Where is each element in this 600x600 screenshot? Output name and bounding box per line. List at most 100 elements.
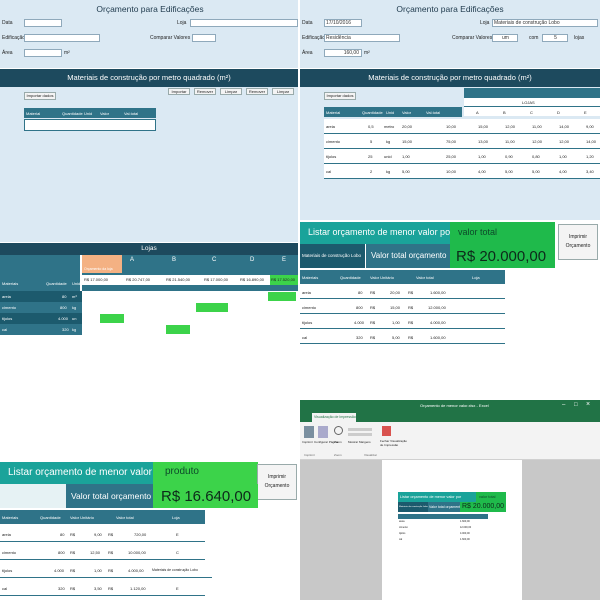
col-valtotal: Val.total <box>124 111 139 116</box>
row-qty: 4.000 <box>354 320 365 325</box>
row-unit: metro <box>384 124 395 129</box>
comparar-input[interactable] <box>192 34 216 42</box>
table-row[interactable]: areia 80 R$ 9,00 R$ 720,00 E <box>0 524 205 542</box>
row-total-value: 10.000,00 <box>128 550 146 555</box>
table-row[interactable]: cimento 800 R$ 12,50 R$ 10.000,00 C <box>0 542 205 560</box>
importar-dados-button[interactable]: Importar dados <box>24 92 56 100</box>
table-row[interactable]: tijolos 4.000 un <box>0 313 298 324</box>
row-values <box>82 324 298 335</box>
row-qty: 800 <box>58 550 65 555</box>
preview-page: Listar orçamento de menor valor por valo… <box>382 460 522 600</box>
table-row[interactable]: tijolos 4.000 R$ 1,00 R$ 4.000,00 <box>300 314 505 329</box>
loja-label: Loja <box>480 20 490 26</box>
table-row[interactable]: areia 80 R$ 20,00 R$ 1.600,00 <box>300 284 505 299</box>
cheapest-cell <box>166 325 190 334</box>
table-row[interactable]: areia 0,5 metro 20,00 10,00 15,00 12,00 … <box>324 119 600 134</box>
table-row[interactable]: cal 320 kg <box>0 324 298 335</box>
row-material: cal <box>326 169 332 174</box>
lojas-table-left-header: Materiais Quantidade Unid <box>0 255 80 291</box>
importar-dados-button[interactable]: Importar dados <box>324 92 356 100</box>
total-value: R$ 16.640,00 <box>161 488 252 505</box>
table-row[interactable]: cal 2 kg 5,00 10,00 4,00 5,00 5,00 4,00 … <box>324 164 600 179</box>
col-material: Material <box>326 110 341 115</box>
next-page-link[interactable] <box>348 428 372 431</box>
currency-icon: R$ <box>370 305 376 310</box>
loja-input[interactable] <box>190 19 298 27</box>
material-table-empty-row[interactable] <box>24 119 156 131</box>
mini-total-value-box: R$ 20.000,00 <box>460 502 506 512</box>
total-value-box: R$ 20.000,00 <box>450 244 555 268</box>
list-option-select[interactable]: valor total <box>450 222 555 244</box>
area-label: Área <box>302 50 313 56</box>
comparar-input-1[interactable]: um <box>492 34 518 42</box>
total-col-6: R$ 17.520,00 <box>271 277 296 282</box>
list-option-select[interactable]: produto <box>153 462 258 484</box>
row-total-value: 720,00 <box>134 532 147 537</box>
row-total: 25,00 <box>446 154 457 159</box>
edificacao-input[interactable] <box>24 34 100 42</box>
total-col-6-highlight: R$ 17.520,00 <box>270 275 298 285</box>
store-val: 14,00 <box>559 124 570 129</box>
area-input[interactable]: 160,00 <box>324 49 362 57</box>
row-unit: kg <box>386 139 391 144</box>
action-button-5[interactable]: Limpar <box>272 88 294 95</box>
previous-page-link[interactable] <box>348 433 372 436</box>
minimize-icon[interactable]: – <box>562 402 566 408</box>
maximize-icon[interactable]: □ <box>574 402 578 408</box>
row-unit-value: 5,00 <box>392 335 400 340</box>
loja-input[interactable]: Materiais de construção Lobo <box>492 19 598 27</box>
currency-icon: R$ <box>70 532 76 537</box>
imprimir-orcamento-button[interactable]: Imprimir Orçamento <box>558 224 598 260</box>
edificacao-input[interactable]: Residência <box>324 34 400 42</box>
table-row[interactable]: cal 320 R$ 5,00 R$ 1.600,00 <box>300 329 505 344</box>
table-row[interactable]: cimento 800 kg <box>0 302 298 313</box>
currency-icon: R$ <box>70 568 76 573</box>
row-valor: 5,00 <box>402 169 410 174</box>
table-row[interactable]: cimento 5 kg 15,00 75,00 13,00 11,00 12,… <box>324 134 600 149</box>
mini-row-material: tijolos <box>399 532 406 535</box>
table-row[interactable]: cal 320 R$ 3,50 R$ 1.120,00 E <box>0 578 205 596</box>
currency-icon: R$ <box>108 568 114 573</box>
table-row[interactable]: areia 80 m³ <box>0 291 298 302</box>
close-preview-icon[interactable] <box>382 426 391 436</box>
group-zoom-label: Zoom <box>334 453 342 457</box>
row-material: areia <box>2 532 11 537</box>
zoom-icon[interactable] <box>334 426 343 435</box>
store-val: 1,00 <box>559 154 567 159</box>
store-label-row: LOJAS <box>464 98 600 106</box>
close-icon[interactable]: × <box>586 401 591 408</box>
col-materiais: Materiais <box>2 281 19 286</box>
action-button-2[interactable]: Remover <box>194 88 216 95</box>
action-button-4[interactable]: Remover <box>246 88 268 95</box>
row-material: areia <box>2 294 11 299</box>
tab-print-preview[interactable]: Visualização de Impressão <box>312 413 356 422</box>
mini-list-by-bar: Listar orçamento de menor valor por valo… <box>398 492 506 502</box>
store-name-box: Materiais de construção Lobo <box>300 244 365 268</box>
data-input[interactable] <box>24 19 62 27</box>
row-values <box>82 313 298 324</box>
total-label: Valor total orçamento <box>371 251 447 260</box>
action-button-1[interactable]: Importar <box>168 88 190 95</box>
store-num-e: E <box>584 110 587 115</box>
comparar-input-2[interactable]: 5 <box>542 34 568 42</box>
list-option-value: produto <box>165 466 199 477</box>
total-col-2: R$ 20.747,00 <box>126 277 151 282</box>
row-qty: 800 <box>60 305 67 310</box>
imprimir-orcamento-button[interactable]: Imprimir Orçamento <box>257 464 297 500</box>
action-button-3[interactable]: Limpar <box>220 88 242 95</box>
store-head-label: LOJAS <box>522 100 535 105</box>
printer-icon[interactable] <box>304 426 314 438</box>
area-input[interactable] <box>24 49 62 57</box>
table-row[interactable]: tijolos 4.000 R$ 1,00 R$ 4.000,00 Materi… <box>0 560 212 578</box>
page-setup-icon[interactable] <box>318 426 328 438</box>
row-qty: 80 <box>358 290 363 295</box>
total-col-3: R$ 21.540,00 <box>166 277 191 282</box>
edificacao-label: Edificação <box>2 35 26 41</box>
table-row[interactable]: tijolos 25 unid 1,00 25,00 1,00 0,90 0,8… <box>324 149 600 164</box>
mini-row-total: 1.600,00 <box>460 520 470 523</box>
row-material: cimento <box>2 550 17 555</box>
data-input[interactable]: 17/10/2016 <box>324 19 362 27</box>
table-row[interactable]: cimento 800 R$ 15,00 R$ 12.000,00 <box>300 299 505 314</box>
store-val: 3,40 <box>586 169 594 174</box>
blank-left-cell <box>0 484 66 508</box>
